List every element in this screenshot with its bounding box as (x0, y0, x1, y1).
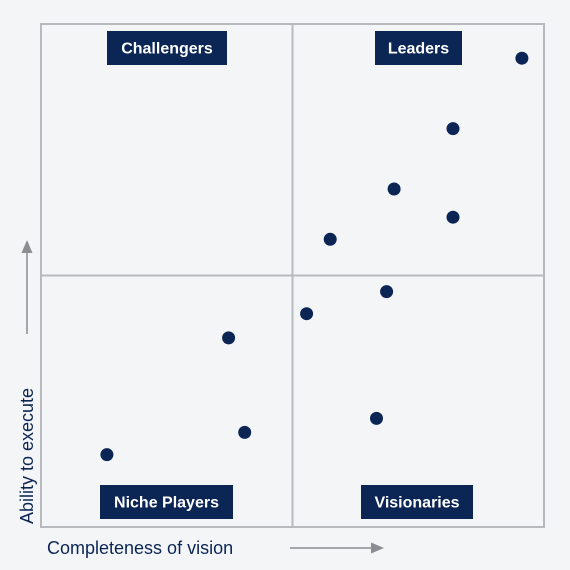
data-point-9 (370, 411, 383, 425)
data-point-5 (323, 232, 337, 246)
quadrant-label-niche-players-text: Niche Players (114, 495, 219, 512)
data-point-3 (387, 182, 401, 196)
x-axis-label: Completeness of vision (47, 538, 233, 558)
quadrant-label-leaders-text: Leaders (388, 41, 449, 58)
data-point-2 (446, 122, 460, 136)
data-point-8 (222, 331, 236, 345)
data-points (100, 51, 529, 462)
data-point-11 (100, 448, 114, 462)
x-axis-arrow-icon (290, 542, 384, 554)
data-point-4 (446, 210, 460, 224)
data-point-7 (300, 307, 314, 321)
quadrant-label-challengers: Challengers (107, 31, 227, 65)
data-point-1 (515, 51, 529, 65)
y-axis-arrow-icon (21, 240, 33, 334)
y-axis-label: Ability to execute (17, 388, 37, 524)
data-point-10 (238, 425, 252, 439)
quadrant-label-leaders: Leaders (375, 31, 462, 65)
quadrant-label-niche-players: Niche Players (100, 485, 233, 519)
data-point-6 (380, 285, 394, 299)
quadrant-label-visionaries-text: Visionaries (374, 495, 459, 512)
quadrant-label-visionaries: Visionaries (361, 485, 473, 519)
quadrant-label-challengers-text: Challengers (121, 41, 213, 58)
